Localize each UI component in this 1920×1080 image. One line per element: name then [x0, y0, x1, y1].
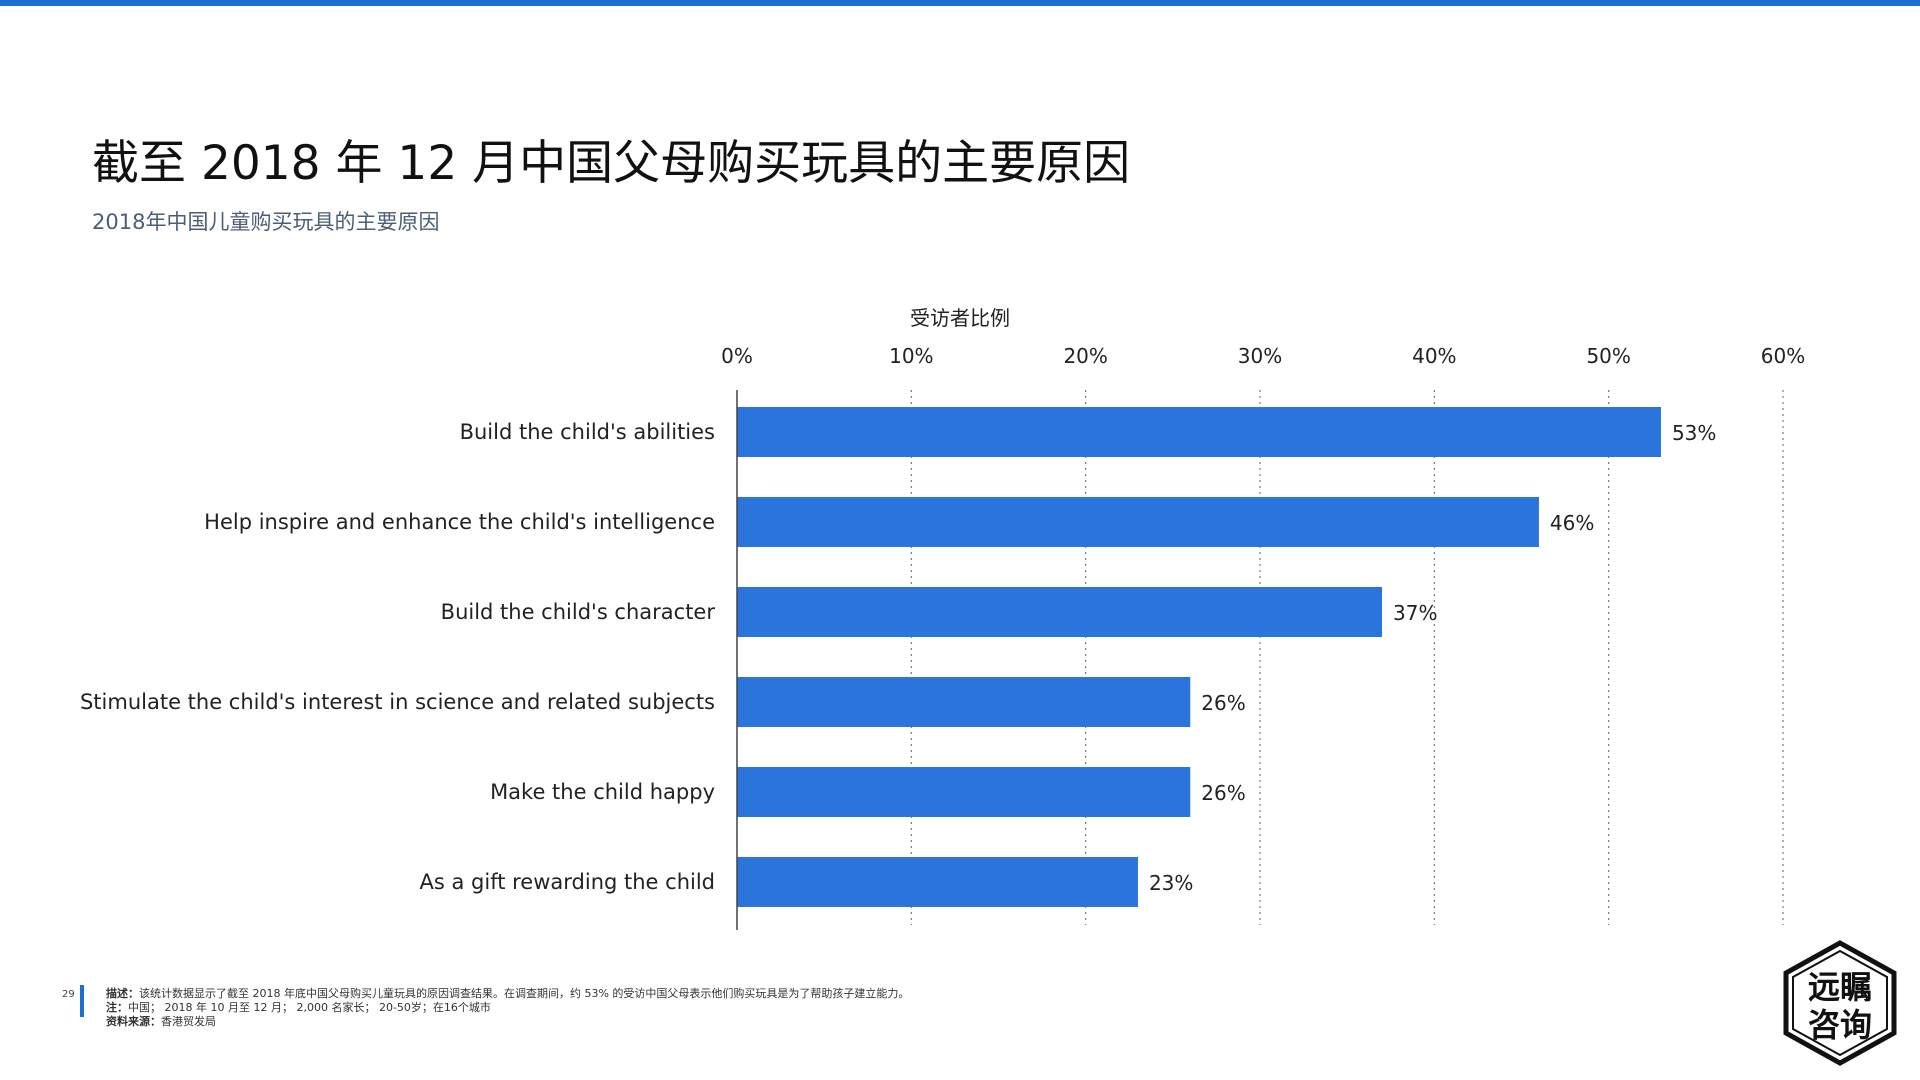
page-title: 截至 2018 年 12 月中国父母购买玩具的主要原因 — [92, 136, 1131, 191]
footer-notes: 描述：该统计数据显示了截至 2018 年底中国父母购买儿童玩具的原因调查结果。在… — [106, 987, 909, 1029]
value-labels: 53% 46% 37% 26% 26% 23% — [1149, 421, 1716, 895]
footer-description: 描述：该统计数据显示了截至 2018 年底中国父母购买儿童玩具的原因调查结果。在… — [106, 987, 909, 1001]
category-labels: Build the child's abilities Help inspire … — [80, 420, 715, 894]
logo-hexagon-inner — [1792, 949, 1888, 1057]
x-tick-label: 0% — [721, 344, 753, 368]
x-tick-label: 50% — [1586, 344, 1630, 368]
category-label: As a gift rewarding the child — [420, 870, 716, 894]
gridlines — [910, 390, 1784, 925]
company-logo: 远瞩 咨询 — [1783, 940, 1897, 1066]
value-label: 26% — [1201, 691, 1245, 715]
footer-source: 资料来源：香港贸发局 — [106, 1015, 909, 1029]
footer-note: 注：中国； 2018 年 10 月至 12 月； 2,000 名家长； 20-5… — [106, 1001, 909, 1015]
bar — [737, 767, 1191, 817]
x-axis-label: 受访者比例 — [910, 306, 1010, 330]
bar-chart: 受访者比例 0% 10% 20% 30% 40% 50% 60% Build the chi… — [80, 306, 1805, 930]
footer-accent-bar — [80, 985, 84, 1017]
value-label: 53% — [1672, 421, 1716, 445]
bars — [737, 407, 1661, 907]
note-text: 中国； 2018 年 10 月至 12 月； 2,000 名家长； 20-50岁… — [128, 1001, 491, 1014]
x-tick-label: 40% — [1412, 344, 1456, 368]
page-subtitle: 2018年中国儿童购买玩具的主要原因 — [92, 210, 440, 234]
category-label: Make the child happy — [490, 780, 715, 804]
category-label: Stimulate the child's interest in scienc… — [80, 690, 715, 714]
x-axis-ticks: 0% 10% 20% 30% 40% 50% 60% — [721, 344, 1805, 368]
x-tick-label: 10% — [889, 344, 933, 368]
category-label: Build the child's character — [441, 600, 716, 624]
logo-text-line2: 咨询 — [1808, 1006, 1872, 1044]
x-tick-label: 60% — [1761, 344, 1805, 368]
value-label: 46% — [1550, 511, 1594, 535]
source-text: 香港贸发局 — [161, 1015, 216, 1028]
category-label: Build the child's abilities — [460, 420, 715, 444]
x-tick-label: 30% — [1238, 344, 1282, 368]
description-text: 该统计数据显示了截至 2018 年底中国父母购买儿童玩具的原因调查结果。在调查期… — [139, 987, 910, 1000]
description-label: 描述： — [106, 987, 139, 1000]
bar — [737, 587, 1383, 637]
note-label: 注： — [106, 1001, 128, 1014]
bar — [737, 677, 1191, 727]
x-tick-label: 20% — [1063, 344, 1107, 368]
bar — [737, 497, 1539, 547]
value-label: 37% — [1393, 601, 1437, 625]
category-label: Help inspire and enhance the child's int… — [204, 510, 715, 534]
logo-hexagon-outer — [1783, 940, 1897, 1066]
value-label: 23% — [1149, 871, 1193, 895]
logo-text-line1: 远瞩 — [1808, 968, 1872, 1006]
bar — [737, 407, 1661, 457]
source-label: 资料来源： — [106, 1015, 161, 1028]
bar — [737, 857, 1138, 907]
top-accent-bar — [0, 0, 1920, 6]
value-label: 26% — [1201, 781, 1245, 805]
page-number: 29 — [62, 989, 75, 1000]
